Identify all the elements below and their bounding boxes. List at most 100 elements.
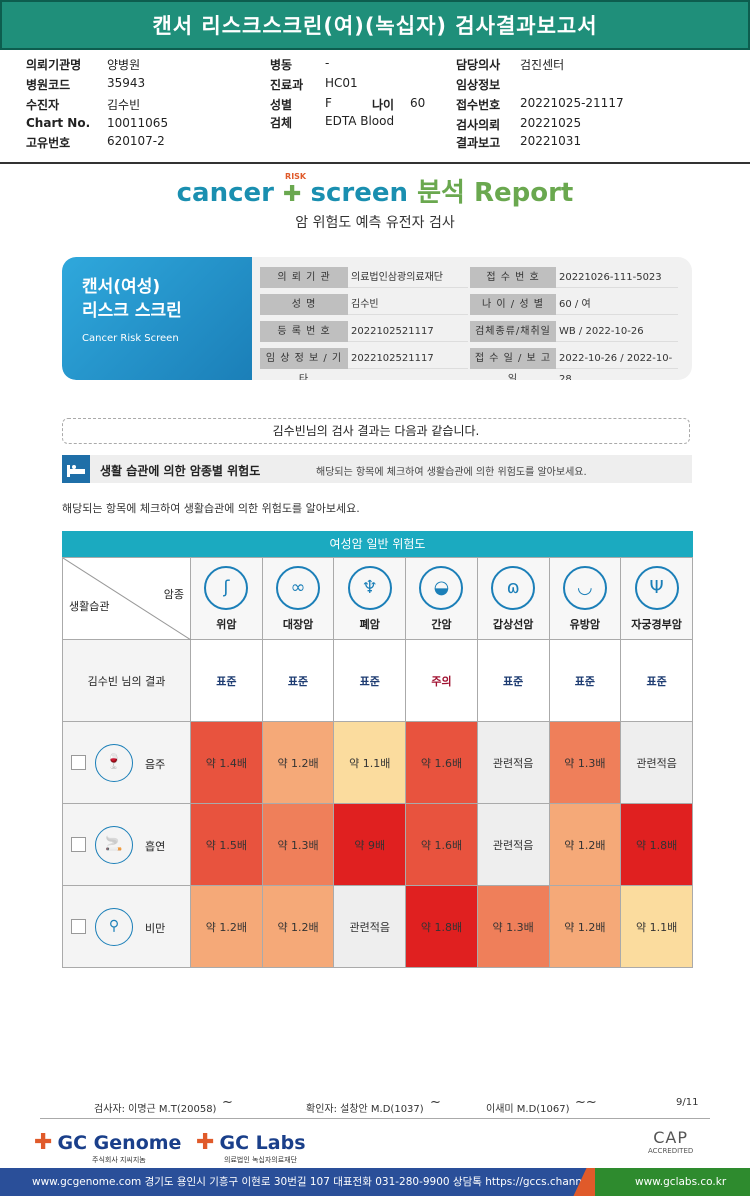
risk-table: 여성암 일반 위험도 암종 생활습관 ʃ 위암 ∞ 대장암 ♆ 폐암 ◒ 간암 ɷ 갑상선… <box>62 531 694 968</box>
card-value: 김수빈 <box>348 294 468 315</box>
age-label: 나이 <box>372 98 395 112</box>
habit-cell: ⚲ 비만 <box>62 885 191 968</box>
page-number: 9/11 <box>676 1097 699 1108</box>
risk-cell: 관련적음 <box>476 803 550 886</box>
corner-cell: 암종 생활습관 <box>62 557 191 640</box>
cancer-name: 간암 <box>431 617 452 631</box>
card-value: 2022102521117 <box>348 321 468 342</box>
corner-bottom-label: 생활습관 <box>69 600 110 613</box>
logo2-sub: 의료법인 녹십자의료재단 <box>224 1156 298 1164</box>
logo-row: ✚ GC Genome 주식회사 지씨지놈 ✚ GC Labs 의료법인 녹십자… <box>30 1128 730 1168</box>
brand-title: cancer ✚ RISK screen 분석 Report <box>0 172 750 209</box>
corner-top-label: 암종 <box>163 588 184 601</box>
header-row: 암종 생활습관 ʃ 위암 ∞ 대장암 ♆ 폐암 ◒ 간암 ɷ 갑상선암 ◡ 유방암 Ψ 자궁경… <box>62 557 693 640</box>
card-label: 접 수 일 / 보 고 일 <box>470 348 556 380</box>
card-value: 2022-10-26 / 2022-10-28 <box>556 348 678 380</box>
result-cell: 표준 <box>620 639 693 722</box>
header-label: 담당의사 <box>456 58 501 72</box>
header-label: 검사의뢰 <box>456 118 501 132</box>
section-hint: 해당되는 항목에 체크하여 생활습관에 의한 위험도를 알아보세요. <box>316 467 587 478</box>
report-header: 의뢰기관명 양병원 병원코드 35943 수진자 김수빈 Chart No. 1… <box>0 52 750 164</box>
habit-cell: 🍷 음주 <box>62 721 191 804</box>
habit-label: 흡연 <box>145 840 166 853</box>
stomach-icon: ʃ <box>204 565 249 610</box>
card-banner: 캔서(여성) 리스크 스크린 Cancer Risk Screen <box>62 257 252 380</box>
cap-text: CAP <box>653 1128 689 1147</box>
signature-mark: ~ <box>222 1095 233 1110</box>
header-label: 의뢰기관명 <box>26 58 82 72</box>
header-value: HC01 <box>325 76 358 90</box>
footer-contact: www.gcgenome.com 경기도 용인시 기흥구 이현로 30번길 10… <box>0 1168 608 1196</box>
risk-cell: 약 1.2배 <box>190 885 263 968</box>
gc-cross-icon: ✚ <box>34 1130 53 1155</box>
patient-card: 캔서(여성) 리스크 스크린 Cancer Risk Screen 의 뢰 기 … <box>62 257 692 380</box>
brand-cancer: cancer <box>176 178 274 208</box>
brand-screen: screen <box>310 178 409 208</box>
card-title-en: Cancer Risk Screen <box>82 333 179 344</box>
card-label: 임 상 정 보 / 기 타 <box>260 348 348 380</box>
header-label: 수진자 <box>26 98 60 112</box>
header-value: 620107-2 <box>107 134 165 148</box>
examiner: 검사자: 이명근 M.T(20058) <box>94 1104 217 1115</box>
result-notice: 김수빈님의 검사 결과는 다음과 같습니다. <box>62 418 690 444</box>
risk-cell: 약 1.8배 <box>620 803 693 886</box>
cancer-col-header: ◒ 간암 <box>405 557 478 640</box>
header-label: 고유번호 <box>26 136 71 150</box>
result-cell: 주의 <box>405 639 478 722</box>
card-value: 60 / 여 <box>556 294 678 315</box>
card-title1: 캔서(여성) <box>82 277 161 297</box>
header-value: 김수빈 <box>107 98 141 112</box>
header-value: 양병원 <box>107 58 141 72</box>
risk-grid: 암종 생활습관 ʃ 위암 ∞ 대장암 ♆ 폐암 ◒ 간암 ɷ 갑상선암 ◡ 유방암 Ψ 자궁경… <box>62 557 693 968</box>
result-cell: 표준 <box>333 639 407 722</box>
confirmer2: 이새미 M.D(1067) <box>486 1104 570 1115</box>
card-label: 성 명 <box>260 294 348 315</box>
colon-icon: ∞ <box>276 565 321 610</box>
header-label: 병원코드 <box>26 78 71 92</box>
footer-bar: www.gcgenome.com 경기도 용인시 기흥구 이현로 30번길 10… <box>0 1168 750 1196</box>
cancer-col-header: Ψ 자궁경부암 <box>620 557 693 640</box>
uterus-icon: Ψ <box>634 565 679 610</box>
card-value: 의료법인삼광의료재단 <box>348 267 468 288</box>
habit-label: 비만 <box>145 922 166 935</box>
risk-cell: 약 1.1배 <box>333 721 407 804</box>
alcohol-icon: 🍷 <box>95 744 133 782</box>
risk-cell: 약 1.2배 <box>548 803 622 886</box>
logo1-text: GC Genome <box>57 1132 182 1154</box>
risk-cell: 관련적음 <box>333 885 407 968</box>
risk-cell: 약 1.6배 <box>405 721 478 804</box>
header-value: EDTA Blood <box>325 114 395 128</box>
header-label: 검체 <box>270 116 293 130</box>
card-value: 20221026-111-5023 <box>556 267 678 288</box>
header-label: 성별 <box>270 98 293 112</box>
risk-cell: 관련적음 <box>476 721 550 804</box>
thyroid-icon: ɷ <box>491 565 536 610</box>
header-value: 35943 <box>107 76 146 90</box>
header-value: F <box>325 96 332 110</box>
header-label: 결과보고 <box>456 136 501 150</box>
header-value: 20221025-21117 <box>520 96 624 110</box>
risk-cell: 약 1.8배 <box>405 885 478 968</box>
cap-sub: ACCREDITED <box>648 1147 694 1155</box>
gc-cross-icon: ✚ <box>196 1130 215 1155</box>
brand-risk-icon: ✚ RISK <box>283 172 307 207</box>
habit-checkbox[interactable] <box>71 919 86 934</box>
section-title: 생활 습관에 의한 암종별 위험도 <box>100 464 261 478</box>
habit-label: 음주 <box>145 758 166 771</box>
cancer-name: 대장암 <box>282 617 314 631</box>
signature-mark: ~~ <box>575 1095 597 1110</box>
cancer-name: 위암 <box>216 617 237 631</box>
header-value: - <box>325 56 330 70</box>
report-title: 캔서 리스크스크린(여)(녹십자) 검사결과보고서 <box>0 0 750 50</box>
habit-row: 🍷 음주 약 1.4배 약 1.2배 약 1.1배 약 1.6배 관련적음 약 … <box>62 721 693 804</box>
bed-icon <box>62 455 90 483</box>
risk-cell: 약 1.3배 <box>476 885 550 968</box>
habit-checkbox[interactable] <box>71 837 86 852</box>
habit-checkbox[interactable] <box>71 755 86 770</box>
footer-site[interactable]: www.gclabs.co.kr <box>595 1168 750 1196</box>
header-value: 검진센터 <box>520 58 565 72</box>
cap-logo: CAP ACCREDITED <box>648 1128 693 1155</box>
header-label: 진료과 <box>270 78 304 92</box>
habit-cell: 🚬 흡연 <box>62 803 191 886</box>
risk-cell: 약 1.3배 <box>548 721 622 804</box>
